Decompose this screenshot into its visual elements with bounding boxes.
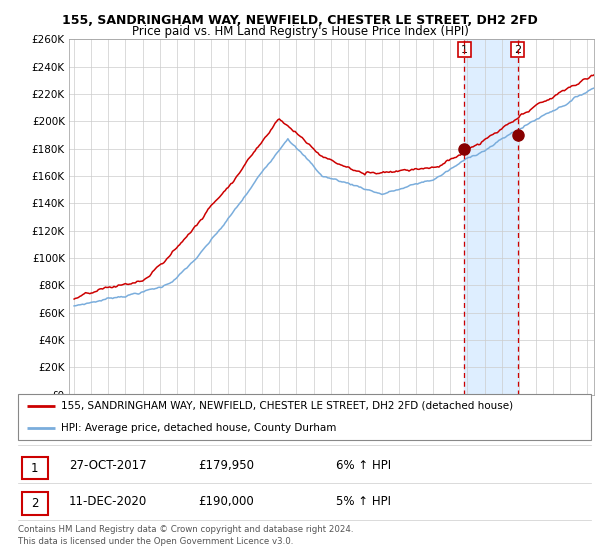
Text: 11-DEC-2020: 11-DEC-2020: [69, 494, 147, 508]
Text: 2: 2: [514, 45, 521, 54]
FancyBboxPatch shape: [18, 394, 591, 440]
Text: 1: 1: [461, 45, 468, 54]
Text: 2: 2: [31, 497, 38, 510]
Bar: [464, 39, 518, 395]
Text: £190,000: £190,000: [198, 494, 254, 508]
Text: HPI: Average price, detached house, County Durham: HPI: Average price, detached house, Coun…: [61, 423, 337, 433]
FancyBboxPatch shape: [22, 457, 48, 479]
Text: 155, SANDRINGHAM WAY, NEWFIELD, CHESTER LE STREET, DH2 2FD: 155, SANDRINGHAM WAY, NEWFIELD, CHESTER …: [62, 14, 538, 27]
Text: £179,950: £179,950: [198, 459, 254, 473]
Text: 6% ↑ HPI: 6% ↑ HPI: [336, 459, 391, 473]
Text: 1: 1: [31, 461, 38, 475]
Text: 155, SANDRINGHAM WAY, NEWFIELD, CHESTER LE STREET, DH2 2FD (detached house): 155, SANDRINGHAM WAY, NEWFIELD, CHESTER …: [61, 400, 513, 410]
Text: 27-OCT-2017: 27-OCT-2017: [69, 459, 146, 473]
FancyBboxPatch shape: [22, 492, 48, 515]
Text: Price paid vs. HM Land Registry's House Price Index (HPI): Price paid vs. HM Land Registry's House …: [131, 25, 469, 38]
Text: Contains HM Land Registry data © Crown copyright and database right 2024.
This d: Contains HM Land Registry data © Crown c…: [18, 525, 353, 546]
Text: 5% ↑ HPI: 5% ↑ HPI: [336, 494, 391, 508]
